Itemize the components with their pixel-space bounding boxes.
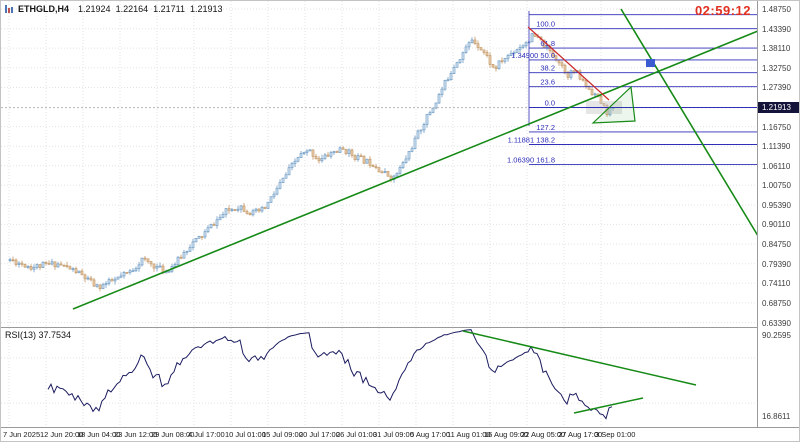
- time-axis-label: 29 Jun 08:00: [151, 430, 195, 439]
- fib-level-label: 1.06390 161.8: [507, 156, 555, 165]
- fib-level-label: 1.11881 138.2: [508, 136, 555, 145]
- price-axis-label: 1.16750: [762, 122, 791, 132]
- time-axis-label: 12 Jun 20:00: [40, 430, 84, 439]
- time-axis-label: 27 Aug 17:00: [558, 430, 603, 439]
- price-axis-label: 1.06110: [762, 161, 791, 171]
- time-axis[interactable]: 7 Jun 2025 12 Jun 20:00 18 Jun 04:00 23 Jun…: [1, 429, 757, 441]
- price-axis-label: 1.27390: [762, 83, 791, 93]
- fib-level-label: 100.0: [536, 20, 555, 29]
- current-price-badge: 1.21913: [758, 101, 799, 113]
- fib-level-label: 23.6: [540, 78, 555, 87]
- symbol-name: ETHGLD,H4: [18, 4, 70, 14]
- rsi-max-value: 90.2595: [762, 331, 791, 340]
- main-chart-canvas[interactable]: 100.0 61.8 1.34900 50.0 38.2 23.6 0.0 127.2 1.1…: [1, 1, 757, 327]
- symbol-header: ETHGLD,H4 1.21924 1.22164 1.21711 1.2191…: [5, 4, 223, 14]
- price-axis-label: 1.32750: [762, 63, 791, 73]
- rsi-short-line[interactable]: [573, 397, 644, 414]
- ohlc-close: 1.21913: [189, 4, 223, 14]
- time-axis-label: 26 Jul 01:00: [336, 430, 377, 439]
- time-axis-label: 31 Jul 09:00: [373, 430, 414, 439]
- rsi-descending-line[interactable]: [462, 330, 697, 386]
- time-axis-label: 5 Aug 17:00: [410, 430, 451, 439]
- candlestick-series: [8, 32, 615, 292]
- fib-level-label: 38.2: [540, 64, 555, 73]
- time-axis-label: 20 Jul 17:00: [299, 430, 340, 439]
- rsi-line: [47, 329, 613, 420]
- candle-countdown-timer: 02:59:12: [694, 3, 751, 18]
- fib-level-label: 0.0: [545, 99, 555, 108]
- object-handle-marker[interactable]: [646, 59, 655, 67]
- time-axis-label: 23 Jun 12:00: [114, 430, 158, 439]
- price-axis-label: 1.11390: [762, 142, 791, 152]
- price-axis-label: 1.00750: [762, 181, 791, 191]
- time-axis-separator: [1, 427, 799, 428]
- rsi-indicator-canvas[interactable]: [1, 328, 757, 426]
- time-axis-label: 18 Jun 04:00: [77, 430, 121, 439]
- price-axis-label: 0.95390: [762, 201, 791, 211]
- price-axis-label: 0.90110: [762, 220, 791, 230]
- triangle-pattern[interactable]: [591, 85, 636, 124]
- time-axis-label: 4 Jul 17:00: [188, 430, 225, 439]
- price-axis-label: 0.79390: [762, 259, 791, 269]
- price-axis-label: 0.68750: [762, 298, 791, 308]
- ohlc-high: 1.22164: [115, 4, 149, 14]
- chart-symbol-icon: [5, 5, 13, 13]
- panel-separator[interactable]: [1, 327, 799, 328]
- descending-resistance-line[interactable]: [620, 8, 757, 274]
- time-axis-label: 15 Jul 09:00: [262, 430, 303, 439]
- price-axis-label: 0.74110: [762, 279, 791, 289]
- fib-level-label: 1.34900 50.0: [511, 51, 555, 60]
- price-axis-label: 1.48750: [762, 5, 791, 14]
- fib-level-label: 127.2: [536, 123, 555, 132]
- ohlc-open: 1.21924: [78, 4, 111, 14]
- rsi-min-value: 16.8611: [762, 412, 791, 421]
- price-axis-label: 0.63390: [762, 318, 791, 328]
- ohlc-low: 1.21711: [153, 4, 185, 14]
- price-axis[interactable]: 1.48750 1.43390 1.38110 1.32750 1.27390 1.167…: [757, 1, 799, 427]
- time-axis-label: 11 Aug 01:00: [447, 430, 491, 439]
- price-axis-label: 1.38110: [762, 44, 791, 54]
- time-axis-label: 10 Jul 01:00: [225, 430, 266, 439]
- ascending-support-line[interactable]: [72, 30, 757, 310]
- price-axis-label: 1.43390: [762, 24, 791, 34]
- price-axis-label: 0.84750: [762, 240, 791, 250]
- fib-level-label: 61.8: [540, 39, 555, 48]
- time-axis-label: 7 Jun 2025: [3, 430, 41, 439]
- rsi-indicator-label: RSI(13) 37.7534: [5, 330, 72, 340]
- red-downtrend-line[interactable]: [527, 26, 610, 101]
- time-axis-label: 16 Aug 09:00: [484, 430, 529, 439]
- time-axis-label: 22 Aug 05:00: [521, 430, 566, 439]
- time-axis-label: 3 Sep 01:00: [595, 430, 636, 439]
